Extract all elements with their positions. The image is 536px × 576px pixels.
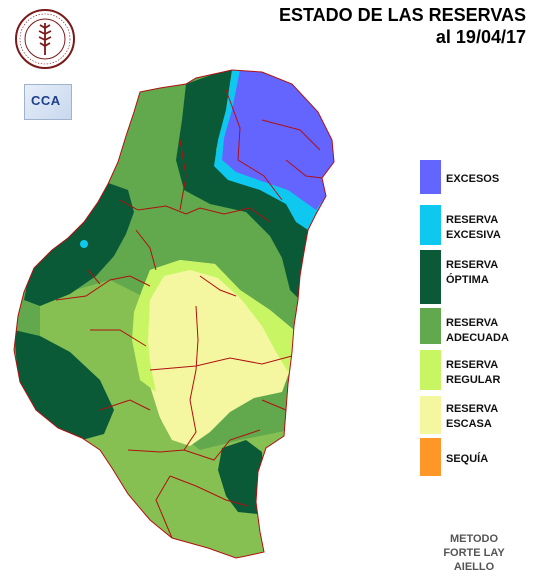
map-title: ESTADO DE LAS RESERVAS <box>278 5 526 25</box>
legend-reserva-excesiva: RESERVA EXCESIVA <box>420 205 530 245</box>
legend-swatch-excesos <box>420 160 441 194</box>
legend-swatch-reserva-escasa <box>420 396 441 434</box>
zone-excesiva-spot <box>80 240 88 248</box>
legend-label-reserva-adecuada: RESERVA ADECUADA <box>446 317 509 344</box>
legend-reserva-optima: RESERVA ÓPTIMA <box>420 250 530 304</box>
map-title-block: ESTADO DE LAS RESERVAS al 19/04/17 <box>279 4 526 48</box>
legend-swatch-reserva-optima <box>420 250 441 304</box>
legend-label-reserva-excesiva: RESERVA EXCESIVA <box>446 214 501 241</box>
legend-excesos: EXCESOS <box>420 160 530 194</box>
zone-optima-west <box>24 180 134 306</box>
department-borders <box>13 69 335 559</box>
legend-reserva-regular: RESERVA REGULAR <box>420 350 530 390</box>
legend-reserva-escasa: RESERVA ESCASA <box>420 396 530 434</box>
legend-label-reserva-regular: RESERVA REGULAR <box>446 359 501 386</box>
zone-regular <box>132 260 296 392</box>
legend-swatch-reserva-adecuada <box>420 308 441 344</box>
legend-label-sequia: SEQUÍA <box>446 453 489 465</box>
legend-swatch-reserva-excesiva <box>420 205 441 245</box>
map-date: al 19/04/17 <box>435 27 526 47</box>
zone-optima-southeast <box>218 440 264 514</box>
legend-sequia: SEQUÍA <box>420 438 530 476</box>
zone-excesos <box>222 70 334 210</box>
legend-label-reserva-escasa: RESERVA ESCASA <box>446 403 499 430</box>
legend-label-reserva-optima: RESERVA ÓPTIMA <box>446 259 499 286</box>
legend-swatch-sequia <box>420 438 441 476</box>
legend-label-excesos: EXCESOS <box>446 173 500 185</box>
cca-logo-text: CCA <box>31 93 61 108</box>
bolsa-cereales-seal-logo <box>15 9 75 69</box>
legend-reserva-adecuada: RESERVA ADECUADA <box>420 308 530 344</box>
legend-swatch-reserva-regular <box>420 350 441 390</box>
cca-logo: CCA <box>24 84 72 120</box>
method-note: METODO FORTE LAY AIELLO <box>443 533 505 573</box>
